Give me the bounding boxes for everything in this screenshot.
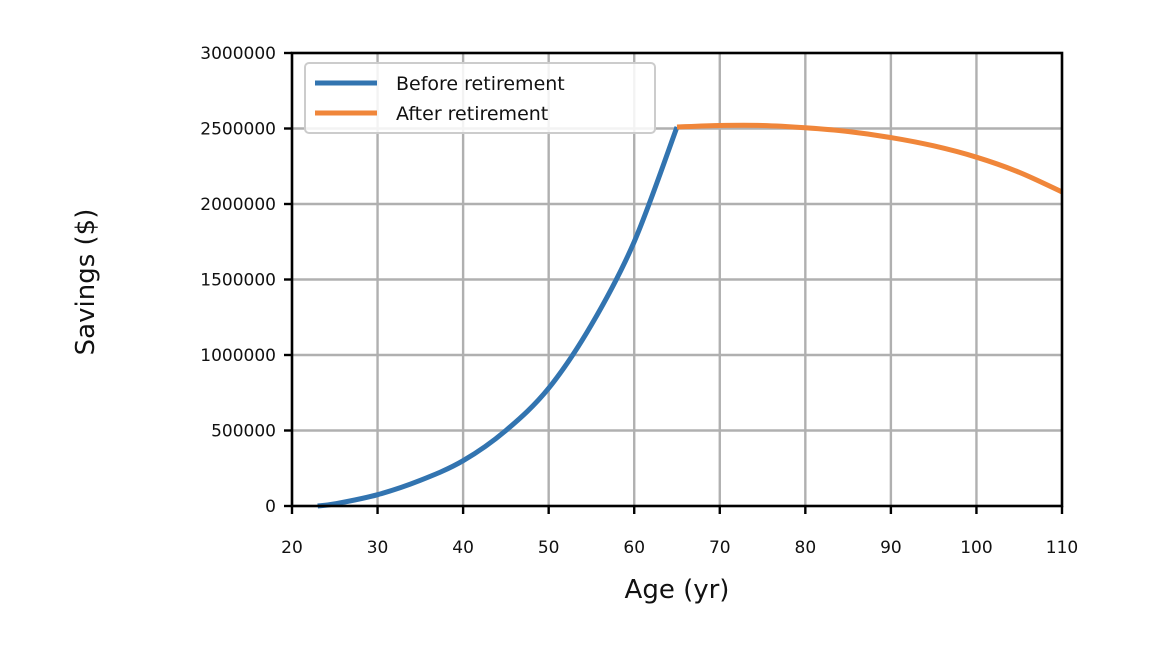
y-axis-title: Savings ($)	[71, 209, 101, 356]
y-tick-label: 2000000	[200, 195, 276, 215]
y-tick-label: 2500000	[200, 120, 276, 140]
y-tick-label: 1500000	[200, 271, 276, 291]
legend-label-after-retirement: After retirement	[396, 103, 548, 125]
y-tick-label: 3000000	[200, 44, 276, 64]
y-tick-label: 500000	[211, 422, 276, 442]
x-tick-label: 70	[709, 538, 731, 558]
x-tick-label: 20	[281, 538, 303, 558]
y-tick-label: 1000000	[200, 346, 276, 366]
x-tick-label: 80	[795, 538, 817, 558]
x-tick-label: 60	[623, 538, 645, 558]
legend-box	[304, 62, 656, 134]
x-axis-title: Age (yr)	[625, 575, 730, 605]
x-tick-label: 40	[452, 538, 474, 558]
x-tick-label: 100	[960, 538, 992, 558]
series-line-after-retirement	[676, 122, 1064, 195]
y-tick-label: 0	[265, 497, 276, 517]
ticks-layer: 20 30 40 50 60 70 80 90 100 110 0 500000 1000000 1500…	[200, 44, 1078, 558]
x-tick-label: 110	[1046, 538, 1078, 558]
x-tick-label: 90	[880, 538, 902, 558]
x-tick-label: 30	[367, 538, 389, 558]
series-line-before-retirement	[317, 126, 680, 509]
x-tick-label: 50	[538, 538, 560, 558]
legend: Before retirement After retirement	[304, 62, 656, 134]
legend-label-before-retirement: Before retirement	[396, 73, 565, 95]
series-layer	[317, 122, 1064, 509]
